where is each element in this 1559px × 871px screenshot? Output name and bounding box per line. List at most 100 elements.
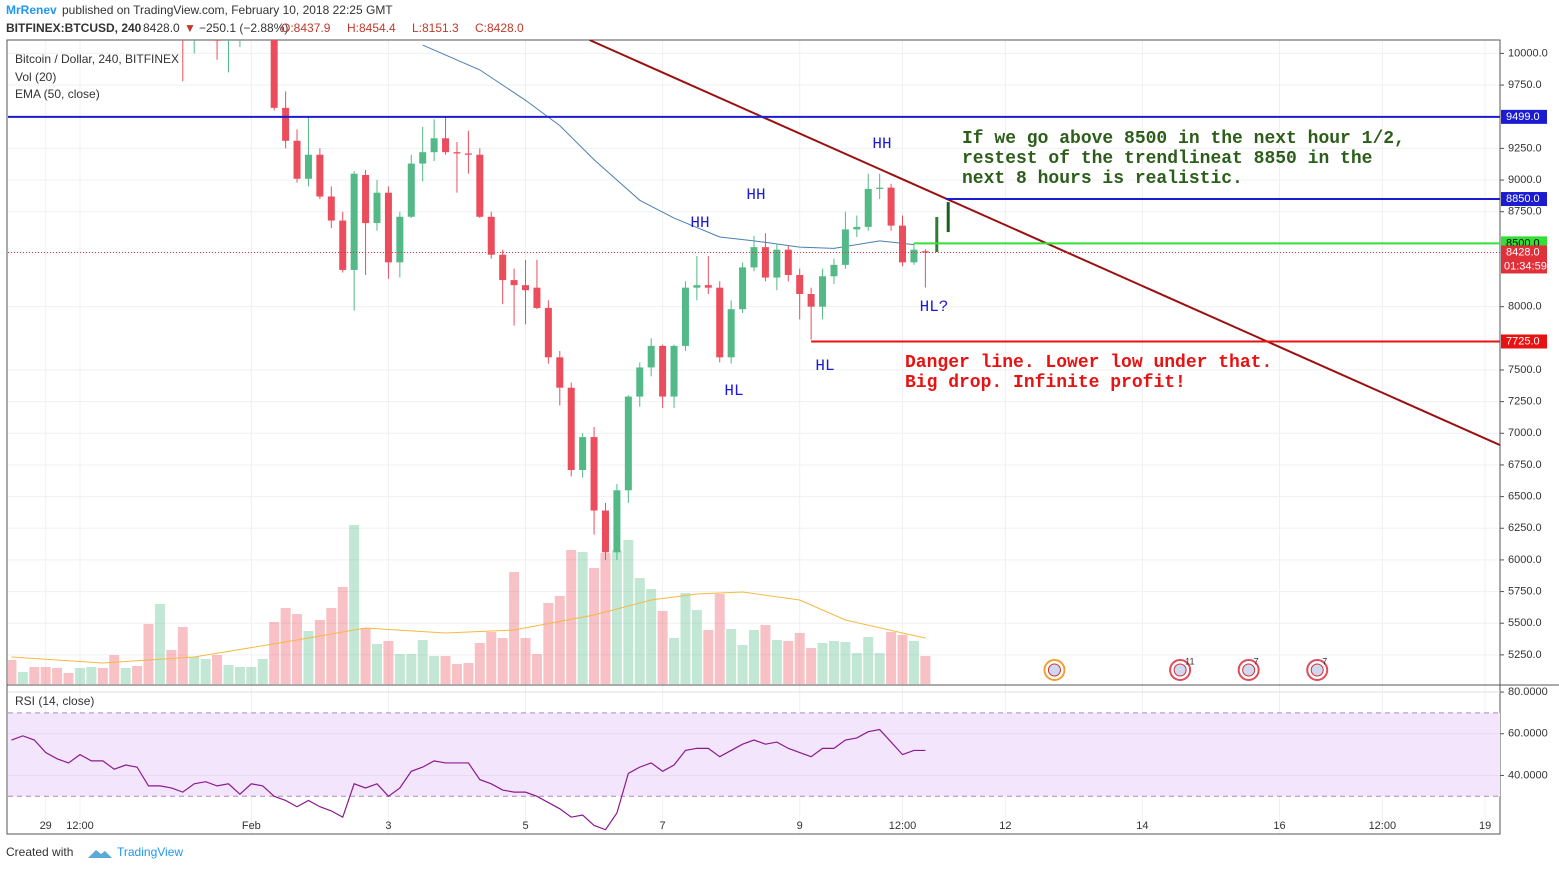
candle-body: [327, 196, 335, 221]
volume-bar: [406, 654, 417, 684]
arrow: ▼: [184, 21, 196, 35]
volume-bar: [920, 656, 931, 684]
y-tick-label: 9750.0: [1508, 79, 1542, 91]
y-tick-label: 6250.0: [1508, 522, 1542, 534]
x-tick-label: 12:00: [889, 820, 917, 832]
volume-bar: [589, 568, 600, 684]
volume-bar: [63, 673, 74, 684]
x-tick-label: 12:00: [1369, 820, 1397, 832]
volume-bar: [189, 657, 200, 684]
candle-body: [681, 287, 689, 346]
x-tick-label: 5: [522, 820, 528, 832]
y-tick-label: 8000.0: [1508, 301, 1542, 313]
y-tick-label: 6500.0: [1508, 491, 1542, 503]
candle-body: [499, 254, 507, 281]
footer-brand[interactable]: TradingView: [117, 845, 183, 859]
volume-bar: [246, 667, 257, 684]
event-count: 7: [1322, 656, 1327, 666]
volume-bar: [86, 667, 97, 684]
swing-label: HL: [724, 382, 743, 400]
candle-body: [864, 188, 872, 227]
candle-body: [224, 40, 232, 41]
volume-bar: [600, 553, 611, 684]
candle-body: [419, 152, 427, 164]
volume-bar: [97, 668, 108, 684]
volume-bar: [234, 667, 245, 684]
note: restest of the trendlineat 8850 in the: [962, 149, 1372, 169]
volume-bar: [851, 653, 862, 684]
volume-bar: [143, 624, 154, 684]
price-tag: [1501, 245, 1547, 274]
volume-bar: [794, 633, 805, 684]
event-flag: [1242, 663, 1256, 677]
candle-body: [487, 216, 495, 255]
volume-bar: [394, 654, 405, 684]
swing-label: HH: [872, 135, 891, 153]
volume-bar: [417, 640, 428, 684]
candle-body: [899, 225, 907, 263]
candle-body: [350, 173, 358, 270]
candle-body: [876, 187, 884, 189]
legend-entry: RSI (14, close): [15, 694, 94, 708]
candle-body: [339, 220, 347, 270]
candle-body: [659, 345, 667, 397]
candle-body: [579, 437, 587, 471]
footer-created: Created with: [6, 845, 73, 859]
volume-bar: [8, 660, 17, 684]
volume-bar: [372, 644, 383, 684]
volume-bar: [863, 637, 874, 684]
legend-entry: EMA (50, close): [15, 87, 100, 101]
candle-body: [624, 396, 632, 491]
swing-label: HH: [690, 214, 709, 232]
volume-bar: [486, 632, 497, 684]
y-tick-label: 7000.0: [1508, 427, 1542, 439]
candle-body: [476, 154, 484, 217]
candle-body: [750, 247, 758, 268]
candle-body: [887, 187, 895, 226]
candle-body: [282, 107, 290, 141]
price-pane: [8, 40, 1500, 684]
candle-body: [590, 437, 598, 511]
candle-body: [739, 267, 747, 310]
swing-label: HH: [746, 186, 765, 204]
candle-body: [784, 249, 792, 276]
volume-bar: [280, 608, 291, 684]
volume-bar: [474, 643, 485, 684]
y-tick-label: 60.0000: [1508, 728, 1548, 740]
volume-bar: [806, 648, 817, 684]
x-tick-label: Feb: [242, 820, 261, 832]
candle-body: [522, 285, 530, 291]
volume-bar: [337, 587, 348, 684]
candle-body: [362, 174, 370, 224]
low: L:8151.3: [412, 21, 459, 35]
y-tick-label: 8750.0: [1508, 206, 1542, 218]
candle-body: [841, 229, 849, 265]
x-tick-label: 14: [1136, 820, 1148, 832]
volume-bar: [749, 630, 759, 684]
rsi-pane: [8, 691, 1500, 831]
y-tick-label: 5500.0: [1508, 617, 1542, 629]
volume-bar: [886, 632, 897, 684]
y-tick-label: 5750.0: [1508, 585, 1542, 597]
candle-body: [830, 264, 838, 277]
candle-body: [213, 40, 221, 41]
candle-body: [727, 309, 735, 358]
candle-body: [853, 226, 861, 230]
x-tick-label: 19: [1479, 820, 1491, 832]
author[interactable]: MrRenev: [6, 3, 57, 17]
y-tick-label: 5250.0: [1508, 649, 1542, 661]
candle-body: [544, 307, 552, 358]
y-tick-label: 6000.0: [1508, 554, 1542, 566]
volume-bar: [200, 659, 211, 684]
volume-bar: [817, 643, 828, 684]
danger-note: Danger line. Lower low under that.: [905, 353, 1272, 373]
volume-bar: [497, 638, 508, 684]
price-tag-label: 9499.0: [1506, 111, 1540, 123]
countdown: 01:34:59: [1504, 260, 1547, 272]
candle-body: [453, 152, 461, 154]
candle-body: [510, 280, 518, 286]
volume-bar: [657, 611, 668, 684]
volume-bar: [349, 525, 360, 684]
x-tick-label: 7: [660, 820, 666, 832]
